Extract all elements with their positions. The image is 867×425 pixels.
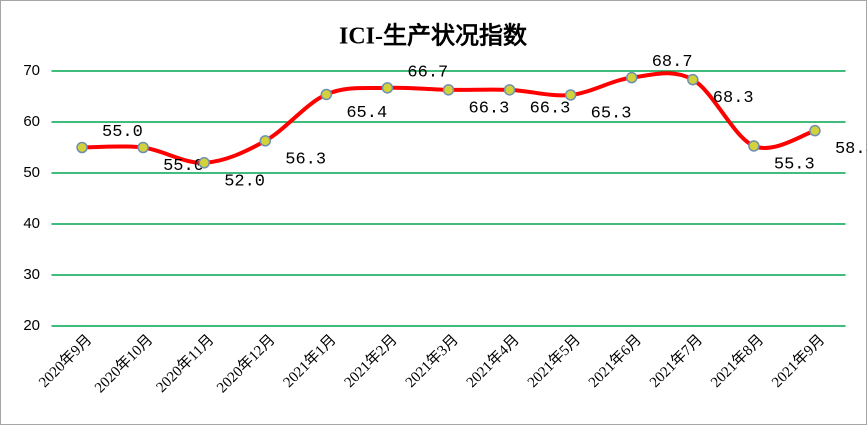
value-label: 55.0	[163, 157, 204, 176]
value-label: 65.3	[591, 104, 632, 123]
value-label: 66.3	[530, 99, 571, 118]
point	[381, 82, 394, 94]
value-label: 65.4	[346, 104, 387, 123]
value-label: 68.7	[652, 53, 693, 72]
value-label: 55.3	[774, 155, 815, 174]
point	[76, 141, 88, 154]
point	[320, 88, 333, 101]
value-label: 58.3	[835, 140, 867, 159]
point	[137, 141, 149, 154]
point	[625, 71, 638, 84]
point	[564, 89, 577, 101]
y-tick-label: 60	[23, 113, 40, 130]
point	[503, 84, 516, 96]
point	[748, 140, 760, 152]
value-label: 55.0	[102, 123, 143, 142]
point	[198, 157, 210, 169]
point	[442, 84, 455, 96]
point	[809, 124, 821, 137]
value-label: 52.0	[224, 172, 265, 191]
value-label: 66.3	[469, 99, 510, 118]
y-tick-label: 40	[23, 215, 40, 232]
y-tick-label: 20	[23, 317, 40, 334]
value-label: 68.3	[713, 89, 754, 108]
value-label: 56.3	[285, 150, 326, 169]
value-label: 66.7	[407, 63, 448, 82]
y-tick-label: 50	[23, 164, 40, 181]
point	[687, 73, 699, 86]
chart-title: ICI-生产状况指数	[339, 22, 528, 50]
y-tick-label: 30	[23, 266, 40, 283]
point	[259, 135, 272, 147]
y-tick-label: 70	[23, 62, 40, 79]
